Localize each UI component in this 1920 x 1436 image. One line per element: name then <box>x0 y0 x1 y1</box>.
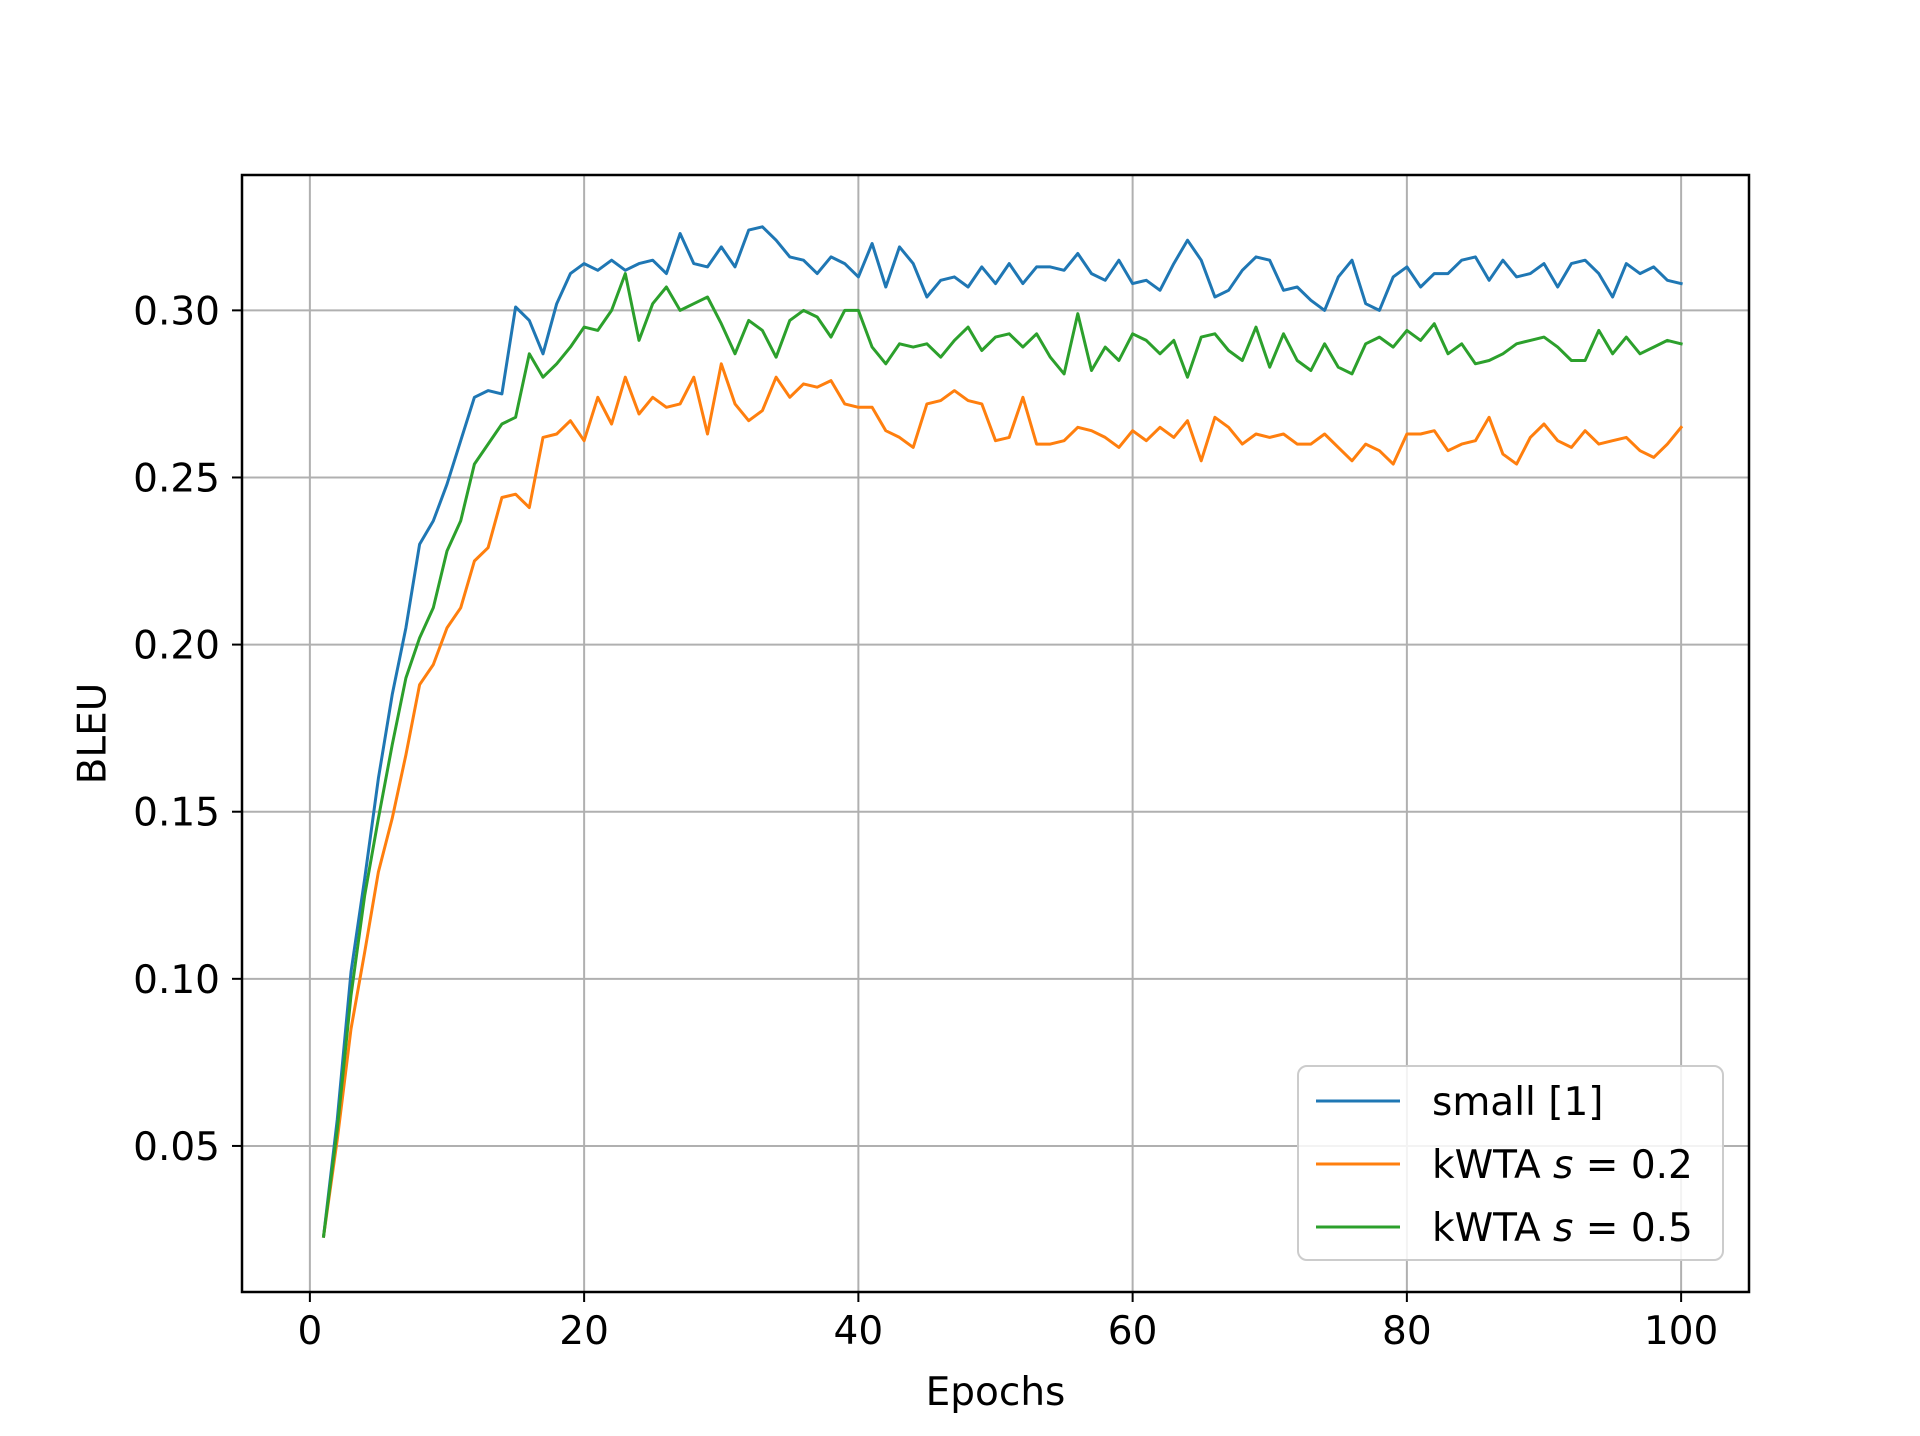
series-line-3 <box>321 272 1683 1238</box>
series-line-2 <box>321 362 1684 1238</box>
x-tick-label: 60 <box>1108 1309 1158 1354</box>
y-tick-label: 0.30 <box>133 289 220 334</box>
y-tick-label: 0.25 <box>133 456 220 501</box>
legend-label-2: kWTA s = 0.2 <box>1432 1143 1693 1188</box>
series-group <box>321 225 1684 1238</box>
x-axis-label: Epochs <box>926 1370 1066 1415</box>
plot-frame <box>240 173 1751 1294</box>
y-axis-label: BLEU <box>71 683 116 785</box>
legend-label-3: kWTA s = 0.5 <box>1432 1206 1693 1251</box>
y-tick-label: 0.20 <box>133 624 220 669</box>
y-tick-label: 0.15 <box>133 791 220 836</box>
x-tick-label: 40 <box>834 1309 884 1354</box>
y-axis-ticks: 0.05 0.10 0.15 0.20 0.25 0.30 <box>133 289 242 1170</box>
legend-box <box>1297 1065 1724 1261</box>
y-tick-label: 0.10 <box>133 958 220 1003</box>
grid-lines <box>242 175 1749 1292</box>
y-tick-label: 0.05 <box>133 1125 220 1170</box>
x-tick-label: 0 <box>297 1309 322 1354</box>
x-tick-label: 100 <box>1644 1309 1718 1354</box>
legend-label-1: small [1] <box>1432 1080 1604 1125</box>
legend: small [1] kWTA s = 0.2 kWTA s = 0.5 <box>1297 1065 1724 1261</box>
x-axis-ticks: 0 20 40 60 80 100 <box>297 1292 1718 1354</box>
x-tick-label: 80 <box>1382 1309 1432 1354</box>
series-line-1 <box>321 225 1683 1238</box>
x-tick-label: 20 <box>559 1309 609 1354</box>
